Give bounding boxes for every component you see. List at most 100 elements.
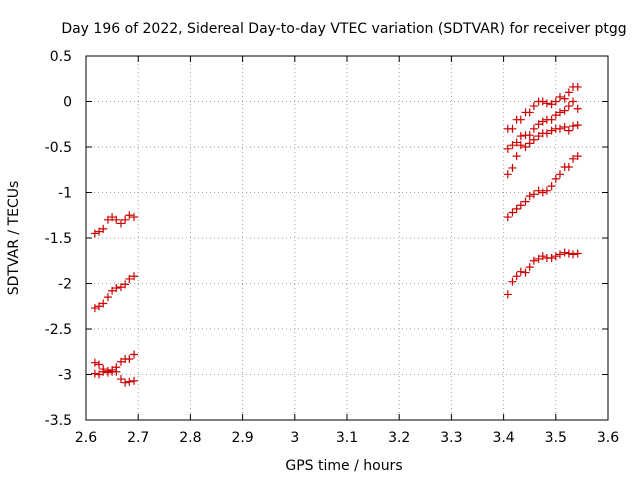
x-tick-label: 3 [290, 430, 299, 446]
data-point-marker [564, 126, 573, 135]
data-point-marker [542, 99, 551, 108]
data-point-marker [560, 248, 569, 257]
data-point-marker [547, 126, 556, 135]
data-point-marker [512, 272, 521, 281]
data-point-marker [503, 213, 512, 222]
x-tick-label: 2.7 [127, 430, 149, 446]
x-tick-label: 3.3 [440, 430, 462, 446]
data-point-marker [95, 370, 104, 379]
data-point-marker [516, 115, 525, 124]
data-point-marker [116, 219, 125, 228]
data-point-marker [112, 215, 121, 224]
data-point-marker [547, 254, 556, 263]
data-point-marker [116, 375, 125, 384]
data-points [90, 82, 582, 387]
x-tick-label: 3.4 [492, 430, 514, 446]
data-point-marker [112, 284, 121, 293]
x-tick-label: 2.8 [179, 430, 201, 446]
data-point-marker [573, 152, 582, 161]
data-point-marker [555, 250, 564, 259]
x-tick-label: 3.1 [336, 430, 358, 446]
data-point-marker [534, 120, 543, 129]
data-point-marker [108, 213, 117, 222]
data-point-marker [125, 355, 134, 364]
data-point-marker [534, 254, 543, 263]
data-point-marker [555, 92, 564, 101]
data-point-marker [95, 302, 104, 311]
data-point-marker [538, 188, 547, 197]
data-point-marker [508, 141, 517, 150]
y-tick-label: -2.5 [45, 322, 72, 338]
data-point-marker [512, 152, 521, 161]
data-point-marker [103, 215, 112, 224]
data-point-marker [108, 286, 117, 295]
data-point-marker [103, 366, 112, 375]
data-point-marker [555, 124, 564, 133]
data-point-marker [573, 82, 582, 91]
data-point-marker [516, 201, 525, 210]
data-point-marker [551, 111, 560, 120]
data-point-marker [569, 97, 578, 106]
data-point-marker [564, 102, 573, 111]
data-point-marker [130, 350, 139, 359]
data-point-marker [569, 154, 578, 163]
data-point-marker [103, 293, 112, 302]
data-point-marker [121, 280, 130, 289]
data-point-marker [125, 211, 134, 220]
data-point-marker [512, 138, 521, 147]
data-point-marker [521, 197, 530, 206]
data-point-marker [573, 104, 582, 113]
chart-title: Day 196 of 2022, Sidereal Day-to-day VTE… [61, 21, 626, 37]
data-point-marker [521, 268, 530, 277]
data-point-marker [521, 143, 530, 151]
data-point-marker [538, 97, 547, 106]
y-tick-label: -1 [58, 186, 72, 202]
data-point-marker [508, 277, 517, 286]
data-point-marker [512, 204, 521, 213]
data-point-marker [90, 304, 99, 313]
data-point-marker [529, 256, 538, 265]
data-point-marker [538, 252, 547, 261]
y-tick-label: 0.5 [50, 49, 72, 65]
data-point-marker [508, 208, 517, 217]
data-point-marker [569, 122, 578, 131]
y-tick-label: -2 [58, 277, 72, 293]
data-point-marker [99, 367, 108, 376]
data-point-marker [516, 267, 525, 276]
data-point-marker [99, 224, 108, 233]
data-point-marker [525, 263, 534, 272]
data-point-marker [529, 124, 538, 133]
y-tick-label: 0 [63, 95, 72, 111]
data-point-marker [95, 227, 104, 236]
x-tick-label: 3.6 [597, 430, 619, 446]
data-point-marker [569, 250, 578, 259]
grid-lines [86, 56, 608, 420]
data-point-marker [529, 190, 538, 199]
data-point-marker [508, 124, 517, 133]
data-point-marker [525, 131, 534, 140]
data-point-marker [547, 100, 556, 109]
data-point-marker [529, 135, 538, 144]
data-point-marker [560, 106, 569, 115]
data-point-marker [538, 117, 547, 126]
data-point-marker [99, 299, 108, 308]
y-tick-label: -3 [58, 368, 72, 384]
data-point-marker [534, 132, 543, 141]
data-point-marker [116, 357, 125, 366]
data-point-marker [503, 170, 512, 179]
data-point-marker [564, 163, 573, 172]
data-point-marker [555, 108, 564, 117]
data-point-marker [525, 108, 534, 117]
data-point-marker [573, 121, 582, 130]
data-point-marker [555, 170, 564, 179]
data-point-marker [130, 376, 139, 385]
data-point-marker [130, 272, 139, 281]
data-point-marker [95, 360, 104, 369]
x-tick-label: 2.6 [75, 430, 97, 446]
x-axis-label: GPS time / hours [285, 458, 402, 474]
data-point-marker [503, 290, 512, 299]
data-point-marker [564, 88, 573, 97]
data-point-marker [503, 144, 512, 153]
data-point-marker [529, 102, 538, 111]
data-point-marker [121, 215, 130, 224]
